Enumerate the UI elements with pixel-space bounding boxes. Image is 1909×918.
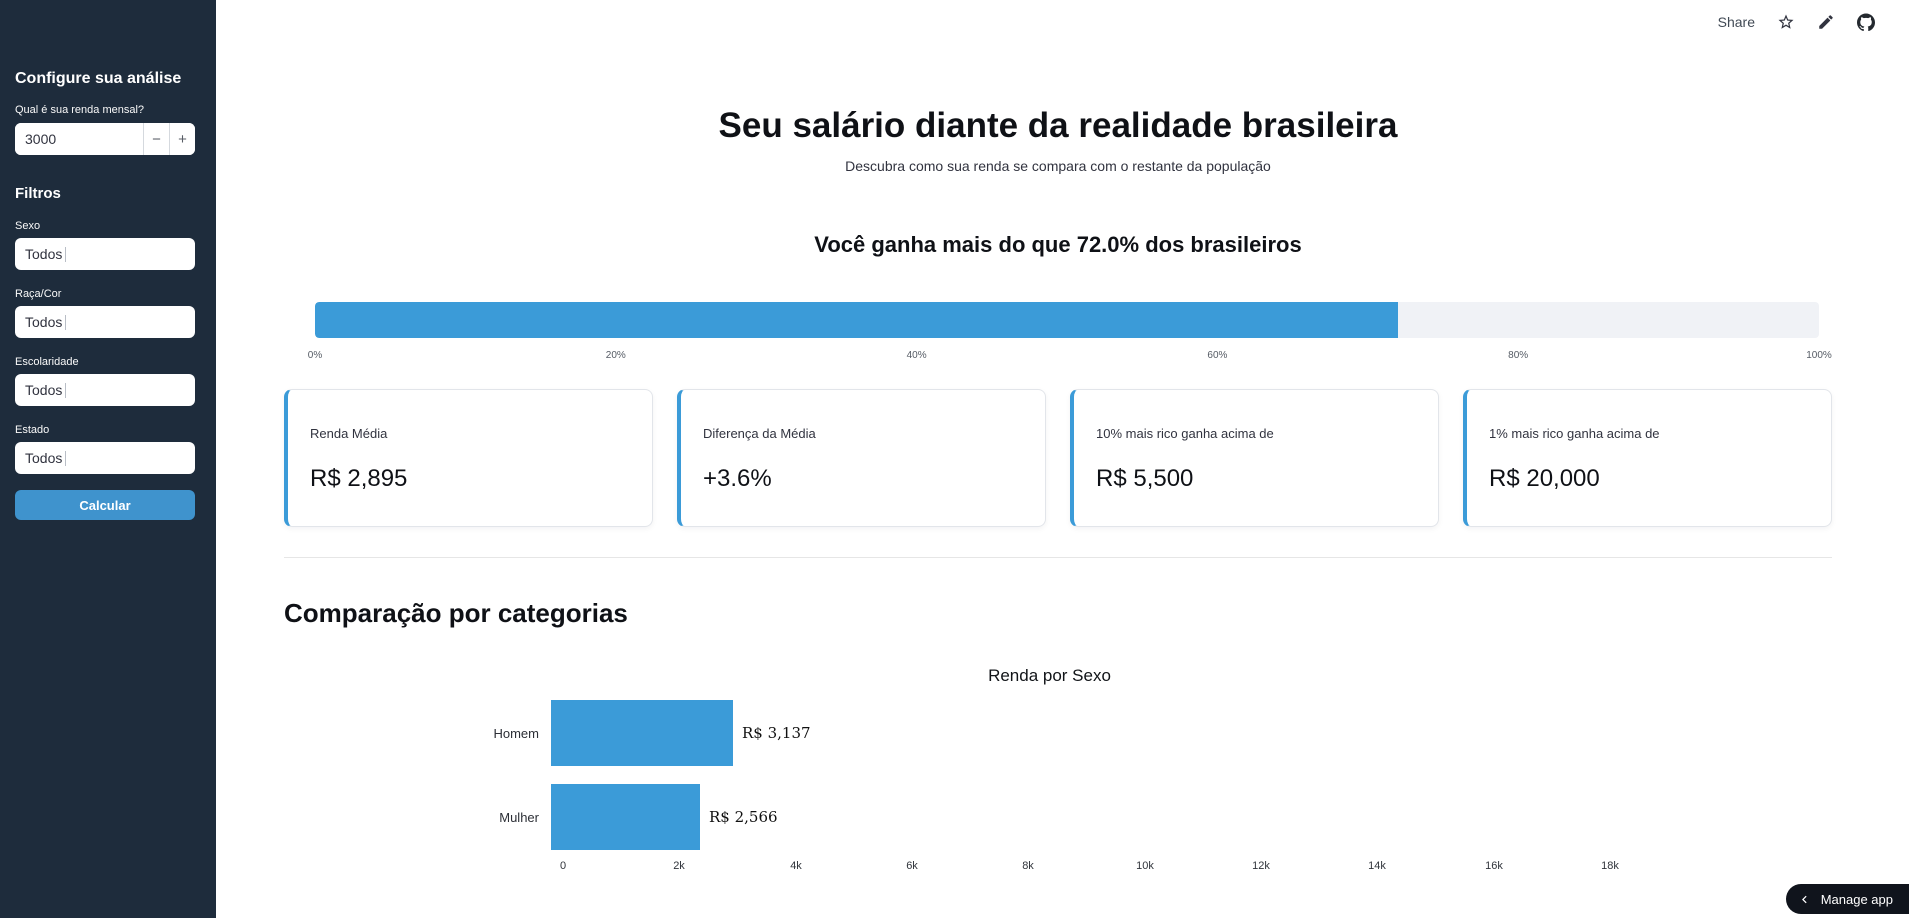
filter-select-raca[interactable]: Todos: [15, 306, 195, 338]
chart-bar-row: Mulher R$ 2,566: [431, 784, 1668, 850]
chart-bar-area: R$ 2,566: [551, 784, 1656, 850]
page-title: Seu salário diante da realidade brasilei…: [718, 106, 1398, 145]
filter-select-raca-value: Todos: [25, 314, 63, 330]
page-subtitle: Descubra como sua renda se compara com o…: [845, 158, 1271, 174]
income-decrement-button[interactable]: −: [143, 123, 169, 155]
chart-ticks: 0 2k 4k 6k 8k 10k 12k 14k 16k 18k: [559, 860, 1668, 878]
filter-select-estado-value: Todos: [25, 450, 63, 466]
progress-tick-label: 40%: [906, 350, 927, 361]
progress-tick-label: 100%: [1806, 350, 1832, 361]
percentile-progress: 0% 20% 40% 60% 80% 100%: [308, 302, 1832, 364]
filter-select-estado[interactable]: Todos: [15, 442, 195, 474]
sidebar: Configure sua análise Qual é sua renda m…: [0, 0, 216, 918]
chart-bar-area: R$ 3,137: [551, 700, 1656, 766]
percentile-heading: Você ganha mais do que 72.0% dos brasile…: [814, 232, 1302, 257]
progress-tick-label: 0%: [307, 350, 323, 361]
chart-x-tick-label: 6k: [906, 860, 918, 872]
metric-card-top10: 10% mais rico ganha acima de R$ 5,500: [1070, 389, 1439, 527]
chart-bar-value-label: R$ 3,137: [742, 724, 811, 742]
filter-label-estado: Estado: [15, 424, 50, 436]
progress-tick-label: 80%: [1508, 350, 1529, 361]
chart-category-label: Mulher: [499, 809, 539, 825]
github-icon[interactable]: [1857, 13, 1875, 31]
filter-select-sexo-value: Todos: [25, 246, 63, 262]
chart-x-tick-label: 0: [559, 860, 567, 872]
chart-category-label: Homem: [493, 725, 539, 741]
manage-app-button[interactable]: Manage app: [1785, 884, 1909, 914]
filter-select-escolaridade[interactable]: Todos: [15, 374, 195, 406]
chevron-left-icon: [1797, 892, 1812, 907]
metric-value: R$ 2,895: [310, 465, 408, 492]
filter-label-escolaridade: Escolaridade: [15, 356, 79, 368]
text-cursor: [65, 382, 67, 398]
main-content: Share Seu salário diante da realidade br…: [216, 0, 1909, 918]
chart-x-tick-label: 14k: [1368, 860, 1386, 872]
text-cursor: [65, 246, 67, 262]
star-icon[interactable]: [1777, 13, 1795, 31]
calculate-button[interactable]: Calcular: [15, 490, 195, 520]
metric-label: 10% mais rico ganha acima de: [1096, 426, 1274, 441]
manage-app-label: Manage app: [1820, 891, 1893, 907]
progress-tick-label: 60%: [1207, 350, 1228, 361]
filter-select-escolaridade-value: Todos: [25, 382, 63, 398]
chart-x-tick-label: 8k: [1022, 860, 1034, 872]
filter-label-raca: Raça/Cor: [15, 288, 62, 300]
share-button[interactable]: Share: [1717, 14, 1755, 30]
app-toolbar: Share: [1718, 13, 1875, 31]
filter-label-sexo: Sexo: [15, 220, 41, 232]
chart-rows: Homem R$ 3,137 Mulher R$ 2,566: [431, 700, 1668, 850]
income-label: Qual é sua renda mensal?: [15, 104, 145, 116]
sidebar-config-heading: Configure sua análise: [15, 70, 182, 87]
chart-x-tick-label: 10k: [1136, 860, 1154, 872]
chart-title: Renda por Sexo: [988, 666, 1111, 685]
metric-label: Diferença da Média: [703, 426, 816, 441]
text-cursor: [65, 314, 67, 330]
chart-x-tick-label: 2k: [673, 860, 685, 872]
metric-value: R$ 5,500: [1096, 465, 1194, 492]
progress-track: [315, 302, 1819, 338]
section-divider: [284, 557, 1832, 558]
metric-cards: Renda Média R$ 2,895 Diferença da Média …: [284, 389, 1832, 527]
metric-card-top1: 1% mais rico ganha acima de R$ 20,000: [1463, 389, 1832, 527]
chart-bar-value-label: R$ 2,566: [709, 808, 778, 826]
income-number-input: − +: [15, 123, 195, 155]
metric-label: 1% mais rico ganha acima de: [1489, 426, 1660, 441]
filters-heading: Filtros: [15, 185, 61, 202]
chart-x-tick-label: 18k: [1601, 860, 1619, 872]
metric-value: R$ 20,000: [1489, 465, 1600, 492]
chart-x-tick-label: 16k: [1485, 860, 1503, 872]
metric-card-diferenca: Diferença da Média +3.6%: [677, 389, 1046, 527]
filter-select-sexo[interactable]: Todos: [15, 238, 195, 270]
chart-x-tick-label: 12k: [1252, 860, 1270, 872]
income-increment-button[interactable]: +: [169, 123, 195, 155]
section-heading: Comparação por categorias: [284, 598, 628, 628]
text-cursor: [65, 450, 67, 466]
chart-bar-row: Homem R$ 3,137: [431, 700, 1668, 766]
pencil-icon[interactable]: [1817, 13, 1835, 31]
chart-bar: [551, 700, 733, 766]
progress-fill: [315, 302, 1398, 338]
progress-tick-label: 20%: [605, 350, 626, 361]
chart-x-tick-label: 4k: [790, 860, 802, 872]
progress-ticks: 0% 20% 40% 60% 80% 100%: [308, 350, 1832, 364]
metric-label: Renda Média: [310, 426, 388, 441]
income-input[interactable]: [15, 123, 143, 155]
metric-card-renda-media: Renda Média R$ 2,895: [284, 389, 653, 527]
bar-chart: Renda por Sexo Homem R$ 3,137 Mulher R$ 2,5…: [431, 666, 1668, 878]
chart-bar: [551, 784, 700, 850]
metric-value: +3.6%: [703, 465, 772, 492]
